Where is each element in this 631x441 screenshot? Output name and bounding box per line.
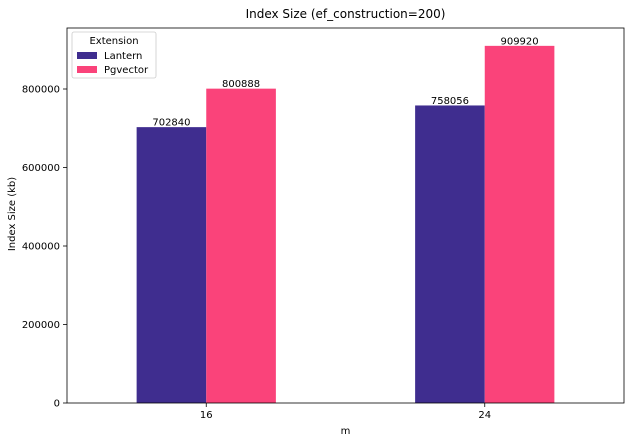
x-axis-label: m — [341, 426, 351, 437]
data-label-pgvector-16: 800888 — [222, 79, 260, 90]
y-tick-label-200000: 200000 — [22, 320, 60, 331]
bar-pgvector-16 — [206, 88, 276, 404]
y-tick-label-400000: 400000 — [22, 242, 60, 253]
chart-title: Index Size (ef_construction=200) — [246, 7, 446, 21]
data-labels-layer: 702840 800888 758056 909920 — [152, 36, 538, 128]
legend-title: Extension — [89, 36, 138, 47]
bar-lantern-24 — [415, 105, 485, 404]
y-tick-label-0: 0 — [54, 399, 60, 410]
bars-layer — [136, 45, 555, 404]
y-tick-label-800000: 800000 — [22, 85, 60, 96]
legend-swatch-pgvector — [77, 66, 97, 73]
data-label-lantern-24: 758056 — [431, 96, 469, 107]
x-tick-label-16: 16 — [200, 410, 213, 421]
bar-pgvector-24 — [484, 45, 555, 403]
data-label-pgvector-24: 909920 — [500, 36, 538, 47]
data-label-lantern-16: 702840 — [152, 118, 190, 129]
plot-frame — [66, 27, 625, 404]
legend: Extension Lantern Pgvector — [71, 31, 157, 79]
y-axis-label: Index Size (kb) — [7, 177, 18, 251]
legend-swatch-lantern — [77, 52, 97, 59]
legend-label-pgvector: Pgvector — [104, 65, 149, 76]
y-tick-label-600000: 600000 — [22, 163, 60, 174]
legend-label-lantern: Lantern — [104, 51, 142, 62]
axes-layer: 16 24 0 200000 400000 600000 800000 — [22, 27, 625, 421]
bar-lantern-16 — [136, 127, 207, 404]
x-tick-label-24: 24 — [478, 410, 491, 421]
